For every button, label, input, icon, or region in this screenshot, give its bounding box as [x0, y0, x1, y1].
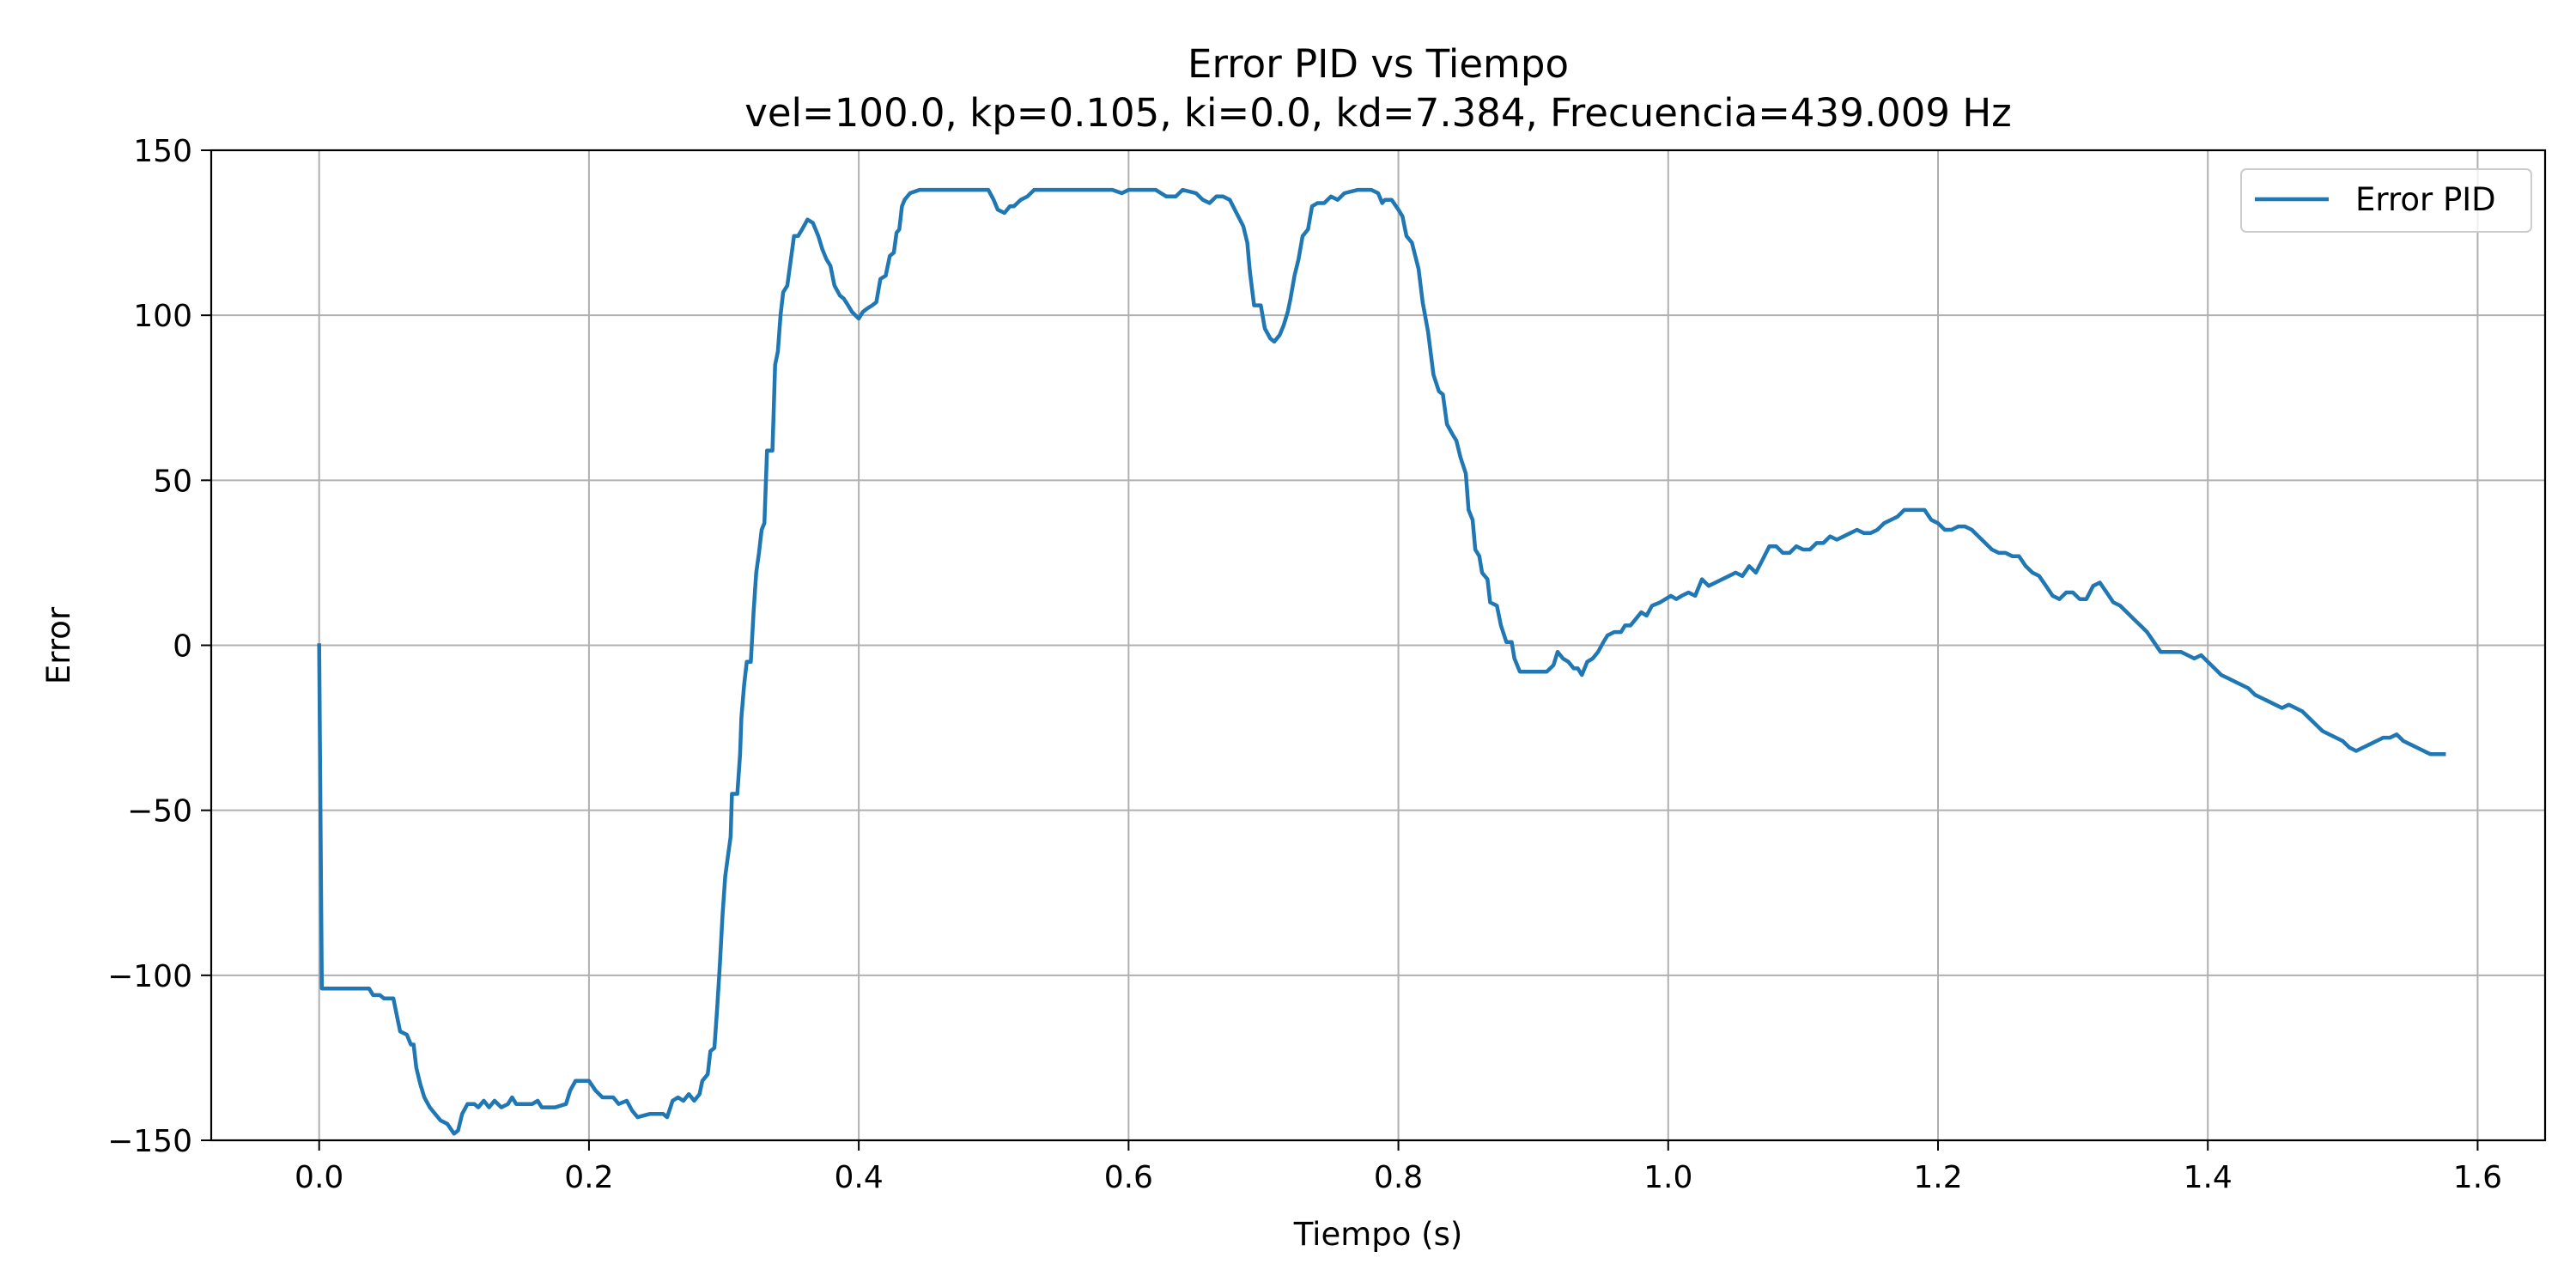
y-tick-label: 100	[133, 299, 192, 334]
legend: Error PID	[2240, 168, 2532, 233]
legend-box	[2240, 168, 2532, 233]
x-tick-label: 0.8	[1374, 1160, 1423, 1195]
y-tick-label: −50	[127, 794, 192, 829]
y-tick-label: −150	[107, 1124, 192, 1159]
legend-label-error-pid: Error PID	[2355, 181, 2496, 218]
x-tick-label: 1.6	[2453, 1160, 2502, 1195]
y-tick-label: 0	[173, 629, 192, 665]
y-tick-label: −100	[107, 959, 192, 994]
chart-subtitle: vel=100.0, kp=0.105, ki=0.0, kd=7.384, F…	[744, 90, 2012, 136]
series-line-error-pid	[317, 187, 2446, 1136]
x-tick-label: 0.2	[564, 1160, 613, 1195]
plot-area	[210, 149, 2547, 1142]
x-tick-label: 1.0	[1643, 1160, 1692, 1195]
y-axis-label: Error	[40, 606, 77, 684]
x-tick-label: 0.4	[834, 1160, 883, 1195]
y-tick-label: 150	[133, 134, 192, 169]
y-tick-label: 50	[153, 464, 192, 499]
x-tick-label: 1.4	[2184, 1160, 2233, 1195]
x-tick-label: 1.2	[1913, 1160, 1962, 1195]
x-axis: 0.0 0.2 0.4 0.6 0.8 1.0 1.2 1.4 1.6	[295, 1140, 2502, 1195]
x-axis-label: Tiempo (s)	[1293, 1216, 1463, 1253]
chart-title: Error PID vs Tiempo	[1188, 41, 1569, 87]
x-tick-label: 0.0	[295, 1160, 343, 1195]
x-tick-label: 0.6	[1104, 1160, 1153, 1195]
y-axis: −150 −100 −50 0 50 100 150	[107, 134, 211, 1159]
